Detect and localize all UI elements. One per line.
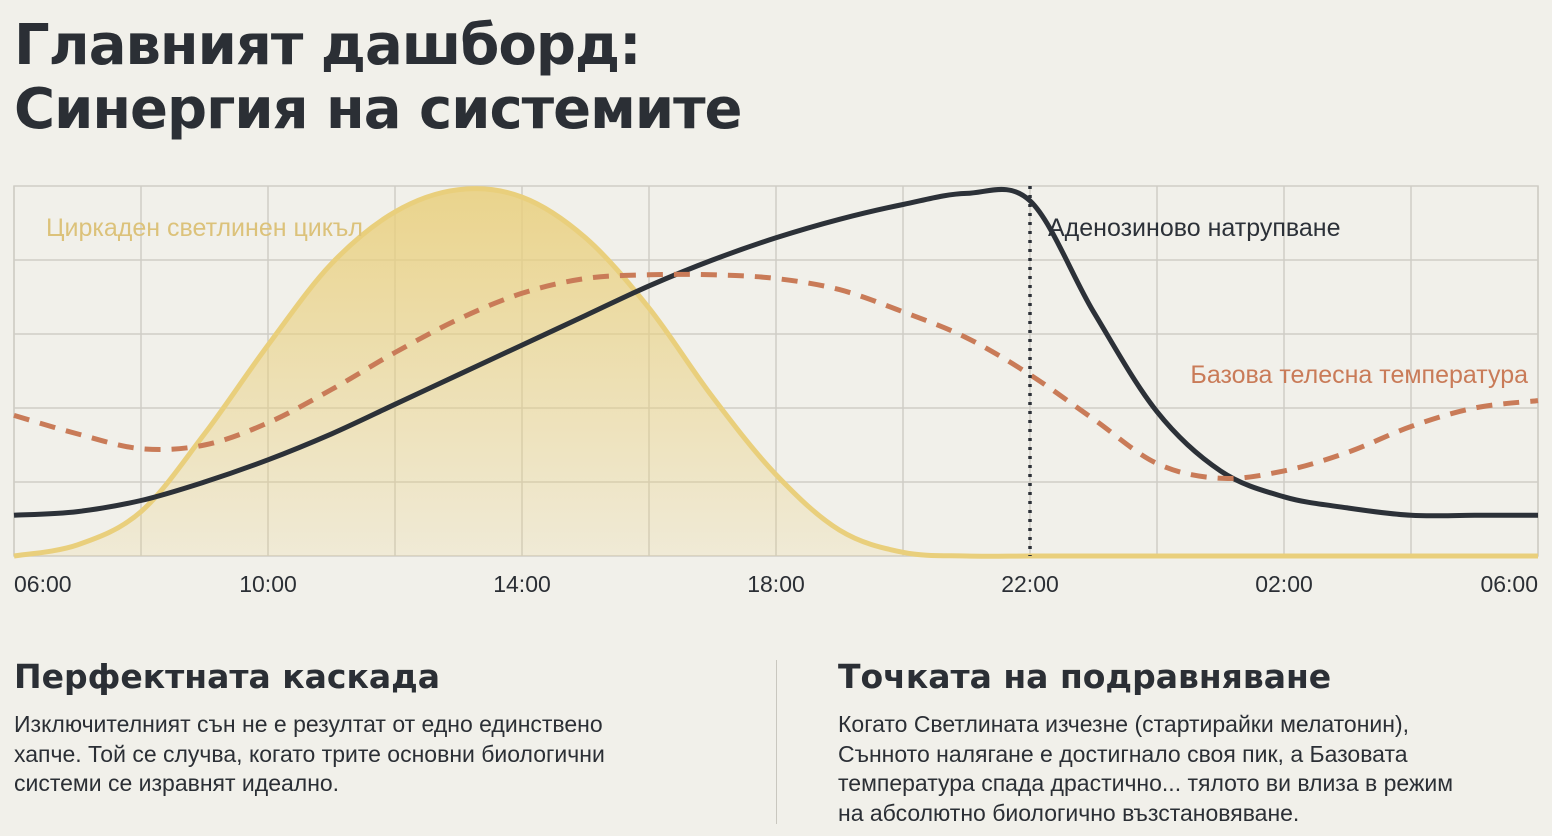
- section-title-alignment-point: Точката на подравняване: [838, 657, 1332, 696]
- section-alignment-point: Точката на подравняване Когато Светлинат…: [838, 654, 1538, 828]
- series-label-light-cycle: Циркаден светлинен цикъл: [46, 214, 363, 242]
- section-body-perfect-cascade: Изключителният сън не е резултат от едно…: [14, 710, 734, 799]
- body-line: на абсолютно биологично възстановяване.: [838, 799, 1300, 826]
- chart-svg: 06:00 10:00 14:00 18:00 22:00 02:00 06:00 Цирка…: [13, 185, 1539, 597]
- page-title-line-2: Синергия на системите: [14, 77, 743, 142]
- section-title-perfect-cascade: Перфектната каскада: [14, 657, 441, 696]
- temperature-line: [13, 271, 1539, 482]
- series-label-temperature: Базова телесна температура: [1190, 361, 1528, 389]
- body-line: хапче. Той се случва, когато трите основ…: [14, 740, 605, 767]
- x-tick-label: 10:00: [239, 571, 297, 597]
- series-label-adenosine: Аденозиново натрупване: [1048, 214, 1340, 242]
- x-tick-label: 18:00: [747, 571, 805, 597]
- x-tick-label: 14:00: [493, 571, 551, 597]
- body-line: температура спада драстично... тялото ви…: [838, 770, 1454, 796]
- page-title-line-1: Главният дашборд:: [14, 13, 642, 78]
- x-tick-label: 06:00: [14, 571, 72, 597]
- x-tick-label: 02:00: [1255, 571, 1313, 597]
- x-tick-label: 22:00: [1001, 571, 1059, 597]
- adenosine-line: [13, 186, 1538, 519]
- x-tick-label: 06:00: [1480, 571, 1538, 597]
- body-line: Когато Светлината изчезне (стартирайки м…: [838, 711, 1410, 737]
- body-line: Сънното налягане е достигнало своя пик, …: [838, 740, 1408, 767]
- page-title: Главният дашборд: Синергия на системите: [14, 14, 1014, 142]
- section-perfect-cascade: Перфектната каскада Изключителният сън н…: [14, 654, 734, 799]
- section-divider: [776, 660, 777, 824]
- section-body-alignment-point: Когато Светлината изчезне (стартирайки м…: [838, 710, 1538, 828]
- light-cycle-area: [14, 188, 1538, 557]
- light-cycle-line: [13, 186, 1538, 559]
- synergy-chart: 06:00 10:00 14:00 18:00 22:00 02:00 06:00 Цирка…: [0, 170, 1552, 610]
- body-line: Изключителният сън не е резултат от едно…: [14, 711, 603, 737]
- body-line: системи се изравнят идеално.: [14, 770, 340, 796]
